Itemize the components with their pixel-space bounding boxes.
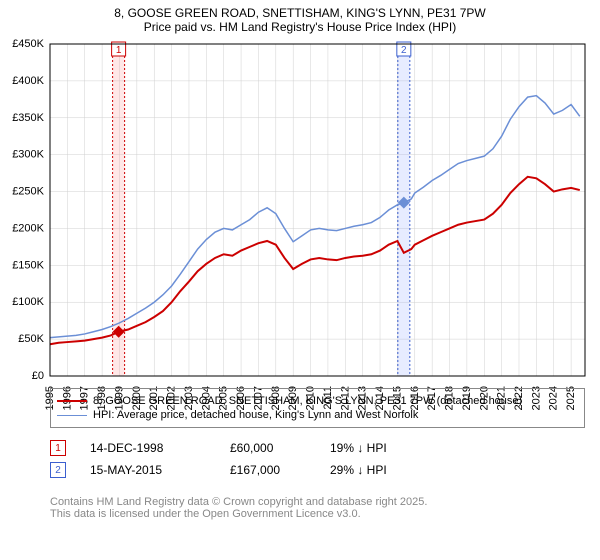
- svg-text:£100K: £100K: [12, 296, 44, 308]
- svg-text:£0: £0: [32, 370, 44, 382]
- title-address: 8, GOOSE GREEN ROAD, SNETTISHAM, KING'S …: [0, 6, 600, 20]
- transaction-hpi: 29% ↓ HPI: [330, 463, 450, 477]
- transactions-table: 1 14-DEC-1998 £60,000 19% ↓ HPI 2 15-MAY…: [50, 434, 585, 484]
- legend: 8, GOOSE GREEN ROAD, SNETTISHAM, KING'S …: [50, 388, 585, 428]
- svg-text:£450K: £450K: [12, 38, 44, 50]
- transaction-row: 2 15-MAY-2015 £167,000 29% ↓ HPI: [50, 462, 585, 478]
- transaction-marker: 2: [50, 462, 66, 478]
- footnote-line1: Contains HM Land Registry data © Crown c…: [50, 496, 427, 508]
- chart-area: £0£50K£100K£150K£200K£250K£300K£350K£400…: [50, 44, 585, 376]
- transaction-hpi: 19% ↓ HPI: [330, 441, 450, 455]
- legend-label: HPI: Average price, detached house, King…: [93, 409, 418, 421]
- svg-text:£200K: £200K: [12, 222, 44, 234]
- svg-text:£400K: £400K: [12, 75, 44, 87]
- title-block: 8, GOOSE GREEN ROAD, SNETTISHAM, KING'S …: [0, 0, 600, 36]
- svg-text:2: 2: [401, 45, 407, 56]
- legend-swatch: [57, 415, 87, 416]
- svg-text:£50K: £50K: [18, 333, 44, 345]
- svg-text:£300K: £300K: [12, 149, 44, 161]
- legend-swatch: [57, 400, 87, 402]
- title-subtitle: Price paid vs. HM Land Registry's House …: [0, 20, 600, 34]
- svg-text:£350K: £350K: [12, 112, 44, 124]
- legend-item: HPI: Average price, detached house, King…: [57, 409, 578, 421]
- chart-svg: £0£50K£100K£150K£200K£250K£300K£350K£400…: [50, 44, 585, 376]
- svg-text:£250K: £250K: [12, 186, 44, 198]
- legend-item: 8, GOOSE GREEN ROAD, SNETTISHAM, KING'S …: [57, 395, 578, 407]
- transaction-price: £167,000: [230, 463, 330, 477]
- chart-container: 8, GOOSE GREEN ROAD, SNETTISHAM, KING'S …: [0, 0, 600, 560]
- transaction-row: 1 14-DEC-1998 £60,000 19% ↓ HPI: [50, 440, 585, 456]
- transaction-date: 14-DEC-1998: [90, 441, 230, 455]
- footnotes: Contains HM Land Registry data © Crown c…: [50, 496, 427, 520]
- svg-text:£150K: £150K: [12, 259, 44, 271]
- transaction-marker: 1: [50, 440, 66, 456]
- transaction-date: 15-MAY-2015: [90, 463, 230, 477]
- transaction-price: £60,000: [230, 441, 330, 455]
- footnote-line2: This data is licensed under the Open Gov…: [50, 508, 427, 520]
- svg-text:1: 1: [116, 45, 122, 56]
- legend-label: 8, GOOSE GREEN ROAD, SNETTISHAM, KING'S …: [93, 395, 522, 407]
